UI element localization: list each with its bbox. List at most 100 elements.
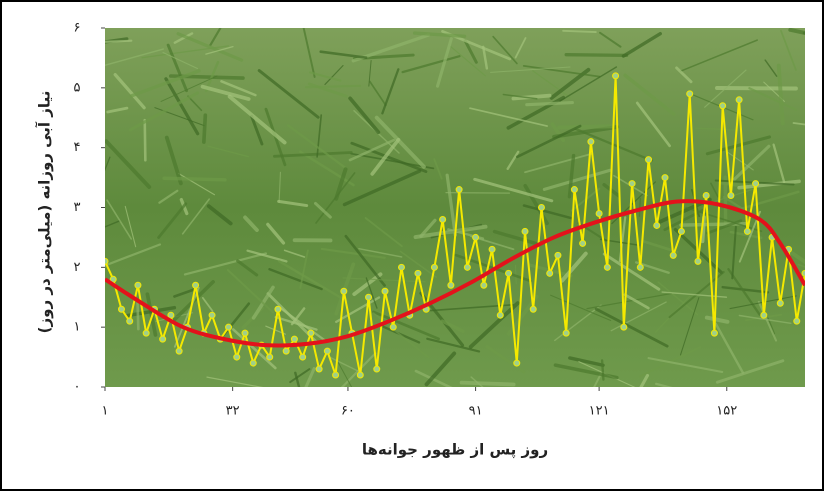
data-point [621, 324, 627, 330]
page: {"chart_data":{"type":"line", "xlabel":"… [0, 0, 824, 491]
data-point [514, 360, 520, 366]
data-point [563, 330, 569, 336]
data-point [711, 330, 717, 336]
data-point [473, 234, 479, 240]
data-point [366, 294, 372, 300]
data-point [687, 91, 693, 97]
data-point [267, 354, 273, 360]
y-tick-label: ۰ [74, 380, 81, 395]
data-point [275, 306, 281, 312]
y-tick-label: ۵ [74, 80, 81, 95]
data-point [308, 330, 314, 336]
y-axis-label: نیاز آبی روزانه (میلی‌متر در روز) [36, 91, 54, 334]
data-point [168, 312, 174, 318]
data-point [547, 270, 553, 276]
grass-blade [602, 360, 603, 379]
data-point [127, 318, 133, 324]
x-tick-label: ۱۲۱ [589, 404, 610, 419]
data-point [250, 360, 256, 366]
grass-blade [138, 303, 139, 329]
data-point [160, 336, 166, 342]
grass-blade [717, 88, 796, 89]
data-point [382, 288, 388, 294]
data-point [522, 228, 528, 234]
data-point [118, 306, 124, 312]
data-point [555, 252, 561, 258]
data-point [234, 354, 240, 360]
grass-blade [462, 383, 514, 385]
data-point [678, 228, 684, 234]
data-point [506, 270, 512, 276]
data-point [135, 282, 141, 288]
data-point [193, 282, 199, 288]
grass-blade [527, 103, 573, 105]
data-point [333, 372, 339, 378]
x-tick-label: ۳۲ [226, 404, 240, 419]
data-point [571, 187, 577, 193]
data-point [390, 324, 396, 330]
x-tick-label: ۶۰ [341, 404, 355, 419]
chart: روز پس از ظهور جوانه‌ها نیاز آبی روزانه … [0, 0, 824, 491]
data-point [753, 181, 759, 187]
data-point [654, 222, 660, 228]
data-point [242, 330, 248, 336]
data-point [728, 193, 734, 199]
data-point [670, 252, 676, 258]
data-point [300, 354, 306, 360]
data-point [398, 264, 404, 270]
data-point [613, 73, 619, 79]
data-point [736, 97, 742, 103]
data-point [720, 103, 726, 109]
x-tick-label: ۱ [102, 404, 109, 419]
data-point [176, 348, 182, 354]
data-point [777, 300, 783, 306]
data-point [415, 270, 421, 276]
data-point [143, 330, 149, 336]
data-point [744, 228, 750, 234]
x-axis-label: روز پس از ظهور جوانه‌ها [362, 441, 548, 460]
data-point [794, 318, 800, 324]
data-point [464, 264, 470, 270]
grass-blade [164, 178, 225, 180]
grass-blade [559, 126, 612, 127]
data-point [283, 348, 289, 354]
y-tick-label: ۳ [74, 200, 81, 215]
data-point [374, 366, 380, 372]
data-point [489, 246, 495, 252]
data-point [530, 306, 536, 312]
y-tick-label: ۴ [74, 140, 81, 155]
data-point [341, 288, 347, 294]
data-point [357, 372, 363, 378]
data-point [209, 312, 215, 318]
data-point [431, 264, 437, 270]
y-tick-label: ۱ [74, 320, 81, 335]
y-tick-label: ۲ [74, 260, 81, 275]
data-point [538, 205, 544, 211]
data-point [596, 210, 602, 216]
x-tick-label: ۱۵۲ [716, 404, 737, 419]
data-point [440, 216, 446, 222]
data-point [695, 258, 701, 264]
data-point [604, 264, 610, 270]
data-point [761, 312, 767, 318]
data-point [662, 175, 668, 181]
grass-blade [563, 31, 596, 32]
data-point [588, 139, 594, 145]
data-point [448, 282, 454, 288]
grass-blade [306, 86, 360, 87]
grass-blade [446, 193, 509, 194]
y-tick-label: ۶ [74, 21, 81, 36]
data-point [316, 366, 322, 372]
data-point [456, 187, 462, 193]
grass-blade [204, 115, 205, 142]
data-point [497, 312, 503, 318]
data-point [580, 240, 586, 246]
data-point [226, 324, 232, 330]
data-point [646, 157, 652, 163]
data-point [324, 348, 330, 354]
grass-blade [566, 55, 626, 56]
data-point [637, 264, 643, 270]
data-point [703, 193, 709, 199]
x-tick-label: ۹۱ [469, 404, 483, 419]
data-point [291, 336, 297, 342]
